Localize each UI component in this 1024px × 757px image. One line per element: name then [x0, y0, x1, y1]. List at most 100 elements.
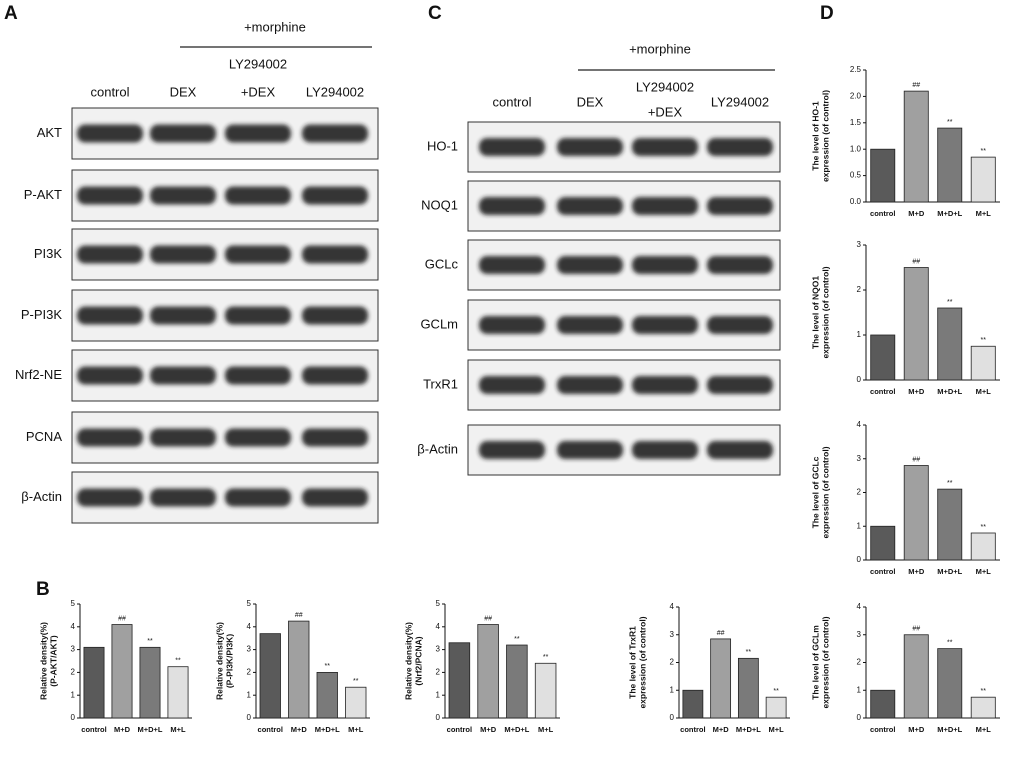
- row-label: Nrf2-NE: [15, 367, 62, 382]
- panel-label: A: [4, 3, 18, 24]
- column-label: +DEX: [648, 104, 683, 119]
- blot-band: [225, 186, 291, 205]
- blot-band: [225, 366, 291, 385]
- bar: [316, 672, 338, 719]
- y-axis-label: expression (of control): [820, 446, 830, 538]
- row-label: P-AKT: [24, 187, 62, 202]
- significance-marker: ##: [912, 258, 920, 265]
- blot-band: [707, 376, 773, 394]
- x-tick-label: control: [870, 209, 895, 218]
- blot-band: [302, 488, 368, 507]
- bar: [167, 666, 189, 719]
- blot-band: [77, 124, 143, 143]
- bar: [937, 488, 963, 561]
- x-tick-label: M+D: [291, 725, 308, 734]
- bar: [682, 689, 704, 719]
- y-tick-label: 4: [670, 602, 675, 611]
- y-tick-label: 1.5: [850, 118, 862, 127]
- y-tick-label: 3: [71, 645, 76, 654]
- bar: [534, 662, 557, 719]
- significance-marker: ##: [484, 615, 492, 622]
- y-axis-label: (P-AKT/AKT): [48, 635, 58, 687]
- row-label: P-PI3K: [21, 307, 63, 322]
- y-tick-label: 2: [71, 668, 76, 677]
- x-tick-label: M+D+L: [137, 725, 162, 734]
- y-tick-label: 2.0: [850, 92, 862, 101]
- x-tick-label: M+L: [170, 725, 186, 734]
- y-axis-label: Relative density(%): [403, 622, 413, 700]
- y-axis-label: The level of GCLm: [810, 625, 820, 700]
- bar: [737, 657, 759, 719]
- blot-band: [225, 428, 291, 447]
- blot-band: [479, 138, 545, 156]
- x-tick-label: M+D+L: [937, 725, 962, 734]
- significance-marker: **: [175, 658, 181, 665]
- blot-band: [225, 124, 291, 143]
- x-tick-label: M+L: [976, 209, 992, 218]
- x-tick-label: control: [870, 725, 895, 734]
- y-tick-label: 1: [857, 685, 862, 694]
- blot-band: [557, 197, 623, 215]
- blot-band: [479, 256, 545, 274]
- y-axis-label: The level of HO-1: [810, 101, 820, 171]
- y-tick-label: 0: [670, 713, 675, 722]
- y-tick-label: 2: [436, 668, 441, 677]
- significance-marker: **: [981, 688, 987, 695]
- blot-band: [225, 306, 291, 325]
- row-label: β-Actin: [417, 441, 458, 456]
- column-label: control: [492, 94, 531, 109]
- row-label: PCNA: [26, 429, 62, 444]
- bar: [970, 156, 996, 203]
- treatment-header: +morphine: [244, 19, 306, 34]
- significance-marker: **: [353, 678, 359, 685]
- y-tick-label: 2: [857, 285, 862, 294]
- blot-band: [557, 256, 623, 274]
- significance-marker: **: [147, 638, 153, 645]
- x-tick-label: M+D+L: [315, 725, 340, 734]
- y-axis-label: expression (of control): [820, 266, 830, 358]
- x-tick-label: M+L: [976, 567, 992, 576]
- x-tick-label: M+D: [908, 567, 925, 576]
- blot-band: [557, 441, 623, 459]
- x-tick-label: M+L: [976, 725, 992, 734]
- column-label: control: [90, 84, 129, 99]
- blot-band: [225, 488, 291, 507]
- row-label: GCLm: [420, 316, 458, 331]
- y-tick-label: 0.5: [850, 171, 862, 180]
- significance-marker: **: [773, 688, 779, 695]
- x-tick-label: M+D: [713, 725, 730, 734]
- blot-band: [150, 186, 216, 205]
- blot-band: [707, 197, 773, 215]
- treatment-header: +morphine: [629, 41, 691, 56]
- bar: [710, 638, 732, 719]
- significance-marker: ##: [912, 456, 920, 463]
- blot-band: [707, 256, 773, 274]
- y-tick-label: 1.0: [850, 144, 862, 153]
- x-tick-label: M+D: [908, 209, 925, 218]
- blot-band: [632, 197, 698, 215]
- x-tick-label: M+L: [348, 725, 364, 734]
- y-tick-label: 5: [71, 599, 76, 608]
- blot-band: [479, 441, 545, 459]
- bar: [903, 465, 929, 561]
- x-tick-label: M+D: [114, 725, 131, 734]
- blot-band: [150, 366, 216, 385]
- bar: [903, 634, 929, 719]
- y-tick-label: 3: [436, 645, 441, 654]
- row-label: GCLc: [425, 256, 459, 271]
- x-tick-label: M+L: [769, 725, 785, 734]
- bar: [870, 148, 896, 203]
- bar: [937, 307, 963, 381]
- blot-band: [302, 186, 368, 205]
- bar: [259, 633, 281, 719]
- y-axis-label: The level of GCLc: [810, 456, 820, 528]
- significance-marker: ##: [912, 626, 920, 633]
- x-tick-label: M+D+L: [736, 725, 761, 734]
- column-label: DEX: [170, 84, 197, 99]
- y-axis-label: (Nrf2/PCNA): [413, 636, 423, 685]
- bar: [870, 525, 896, 561]
- y-tick-label: 3: [857, 240, 862, 249]
- panel-label: D: [820, 3, 834, 24]
- y-tick-label: 1: [670, 685, 675, 694]
- y-axis-label: expression (of control): [820, 90, 830, 182]
